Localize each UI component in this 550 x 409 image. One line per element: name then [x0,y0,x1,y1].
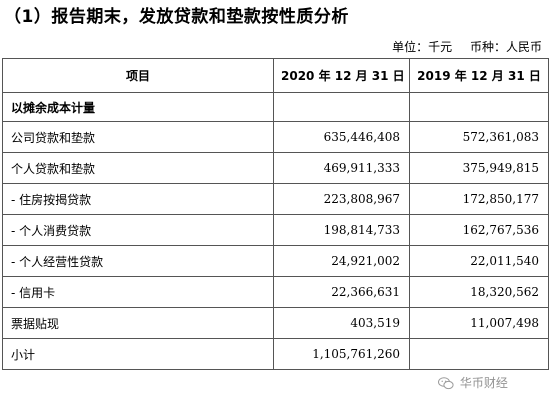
row-label: - 个人经营性贷款 [2,245,274,277]
unit-label: 单位：千元 [392,40,453,54]
table-row: 个人贷款和垫款 469,911,333 375,949,815 [2,152,549,184]
currency-label: 币种：人民币 [469,40,542,54]
table-row: - 住房按揭贷款 223,808,967 172,850,177 [2,183,549,215]
row-value-2020: 635,446,408 [273,121,410,153]
row-value-2019: 18,320,562 [409,276,549,308]
row-value-2019 [409,338,549,370]
page-title: （1）报告期末，发放贷款和垫款按性质分析 [4,7,349,27]
watermark-text: 华币财经 [459,376,508,390]
section-row: 以摊余成本计量 [2,92,549,122]
header-item: 项目 [2,58,274,93]
table-row: - 个人经营性贷款 24,921,002 22,011,540 [2,245,549,277]
table-row: 小计 1,105,761,260 [2,338,549,370]
row-value-2020: 198,814,733 [273,214,410,246]
row-value-2020: 223,808,967 [273,183,410,215]
row-value-2020: 24,921,002 [273,245,410,277]
table-row: - 个人消费贷款 198,814,733 162,767,536 [2,214,549,246]
section-empty-2019 [409,92,549,122]
unit-currency-line: 单位：千元 币种：人民币 [378,38,542,55]
row-value-2019: 22,011,540 [409,245,549,277]
row-label: 票据贴现 [2,307,274,339]
table-row: - 信用卡 22,366,631 18,320,562 [2,276,549,308]
row-label: 小计 [2,338,274,370]
header-2019: 2019 年 12 月 31 日 [409,58,549,93]
watermark: 华币财经 [438,374,508,391]
loan-analysis-table: 项目 2020 年 12 月 31 日 2019 年 12 月 31 日 以摊余… [2,58,549,370]
row-value-2019: 572,361,083 [409,121,549,153]
row-label: - 个人消费贷款 [2,214,274,246]
row-value-2019: 375,949,815 [409,152,549,184]
row-value-2019: 172,850,177 [409,183,549,215]
row-label: - 住房按揭贷款 [2,183,274,215]
row-label: 公司贷款和垫款 [2,121,274,153]
row-value-2019: 11,007,498 [409,307,549,339]
section-label: 以摊余成本计量 [2,92,274,122]
table-row: 公司贷款和垫款 635,446,408 572,361,083 [2,121,549,153]
row-label: 个人贷款和垫款 [2,152,274,184]
row-label: - 信用卡 [2,276,274,308]
row-value-2020: 469,911,333 [273,152,410,184]
header-2020: 2020 年 12 月 31 日 [273,58,410,93]
row-value-2020: 1,105,761,260 [273,338,410,370]
table-header-row: 项目 2020 年 12 月 31 日 2019 年 12 月 31 日 [2,58,549,93]
table-row: 票据贴现 403,519 11,007,498 [2,307,549,339]
section-empty-2020 [273,92,410,122]
row-value-2019: 162,767,536 [409,214,549,246]
wechat-bubble-icon [438,377,454,390]
row-value-2020: 22,366,631 [273,276,410,308]
row-value-2020: 403,519 [273,307,410,339]
